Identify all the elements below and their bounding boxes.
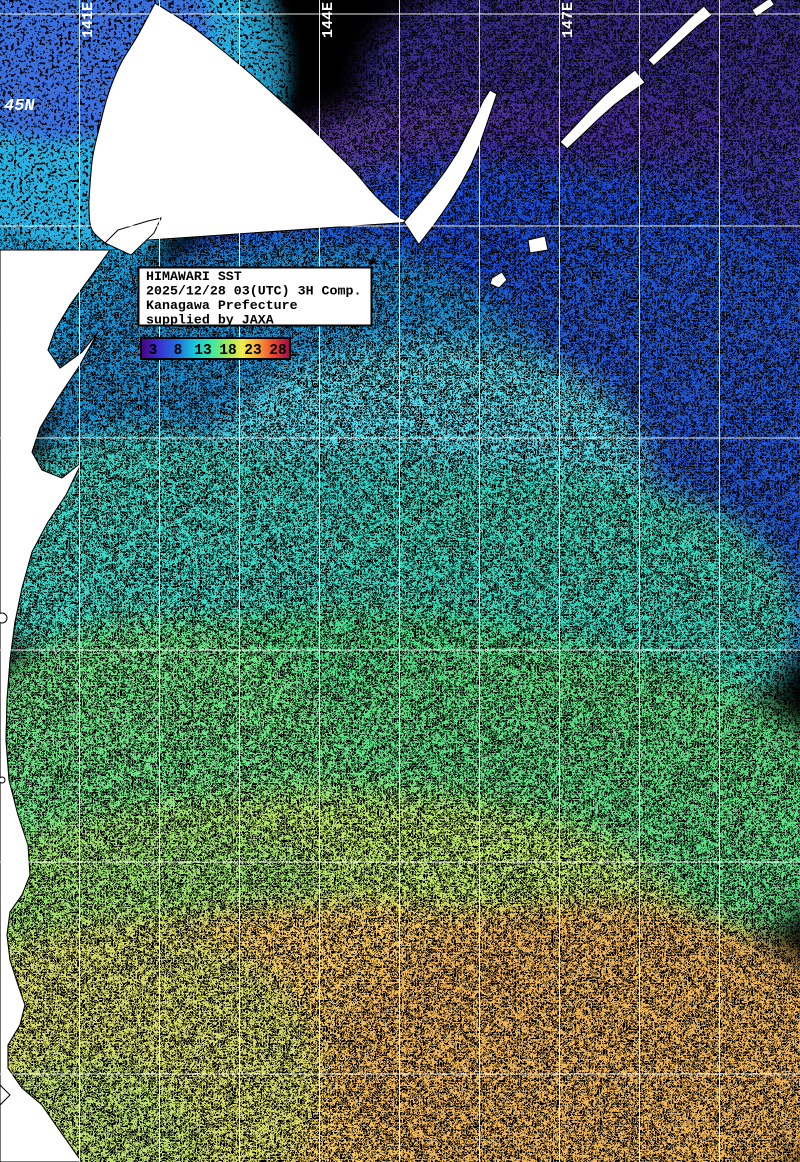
svg-text:HIMAWARI SST: HIMAWARI SST (146, 269, 242, 284)
svg-text:147E: 147E (560, 2, 577, 38)
svg-text:18: 18 (219, 343, 236, 359)
svg-text:141E: 141E (80, 2, 97, 38)
svg-text:13: 13 (194, 343, 211, 359)
svg-text:23: 23 (244, 343, 261, 359)
svg-text:45N: 45N (4, 97, 35, 116)
svg-text:144E: 144E (320, 2, 337, 38)
svg-text:3: 3 (149, 343, 158, 359)
svg-text:8: 8 (174, 343, 183, 359)
svg-text:2025/12/28 03(UTC) 3H Comp.: 2025/12/28 03(UTC) 3H Comp. (146, 284, 361, 299)
svg-text:supplied by JAXA: supplied by JAXA (146, 313, 274, 328)
svg-text:28: 28 (269, 343, 286, 359)
svg-text:Kanagawa Prefecture: Kanagawa Prefecture (146, 298, 298, 313)
